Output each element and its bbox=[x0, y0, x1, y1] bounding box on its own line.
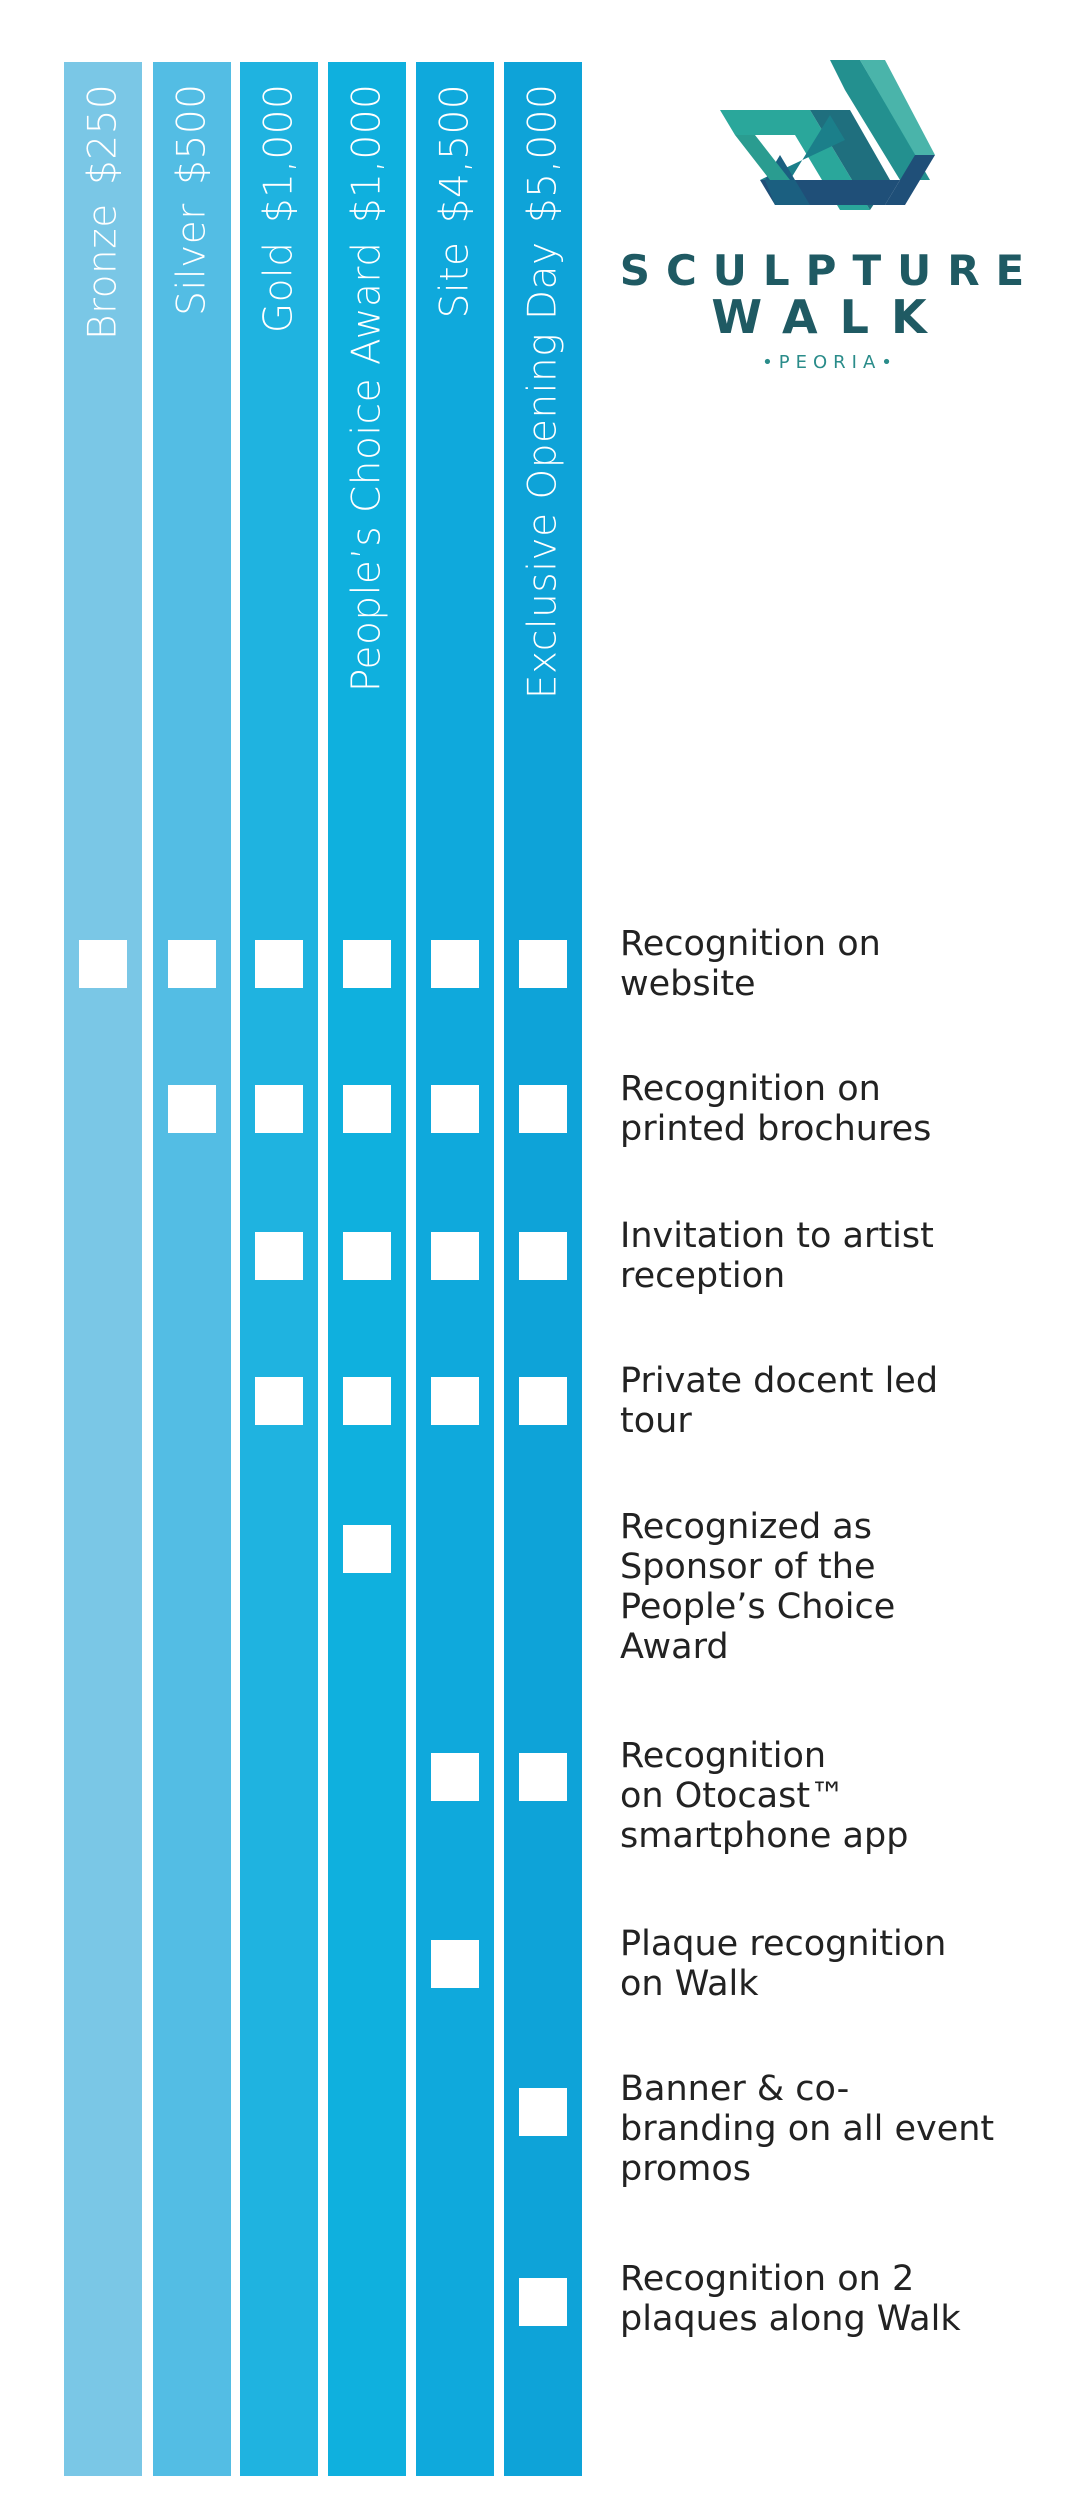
benefit-check-mark bbox=[255, 1232, 303, 1280]
benefit-check-mark bbox=[519, 940, 567, 988]
benefit-check-mark bbox=[431, 1232, 479, 1280]
tier-price: $500 bbox=[169, 84, 215, 186]
tier-label: Site $4,500 bbox=[416, 84, 494, 318]
tier-column: Silver $500 bbox=[153, 62, 231, 2476]
triangle-knot-icon bbox=[720, 60, 935, 210]
benefit-label: Banner & co- branding on all event promo… bbox=[620, 2069, 995, 2189]
benefit-label: Plaque recognition on Walk bbox=[620, 1924, 947, 2004]
tier-label: Silver $500 bbox=[153, 84, 231, 316]
tier-price: $4,500 bbox=[432, 84, 478, 224]
benefit-check-mark bbox=[343, 1085, 391, 1133]
logo-title-line2: WALK bbox=[711, 290, 949, 344]
benefit-check-mark bbox=[519, 1377, 567, 1425]
benefit-check-mark bbox=[343, 1232, 391, 1280]
tier-column: Bronze $250 bbox=[64, 62, 142, 2476]
benefit-check-mark bbox=[431, 1753, 479, 1801]
benefit-check-mark bbox=[431, 1085, 479, 1133]
benefit-label: Recognition on Otocast™ smartphone app bbox=[620, 1736, 909, 1856]
benefit-check-mark bbox=[168, 1085, 216, 1133]
logo-subtitle: •PEORIA• bbox=[762, 352, 898, 373]
tier-name: Silver bbox=[169, 203, 215, 316]
tier-price: $1,000 bbox=[256, 84, 302, 224]
sculpture-walk-logo: SCULPTURE WALK •PEORIA• bbox=[600, 50, 1060, 390]
benefit-check-mark bbox=[343, 940, 391, 988]
benefit-check-mark bbox=[519, 2088, 567, 2136]
tier-label: Gold $1,000 bbox=[240, 84, 318, 333]
benefit-label: Recognized as Sponsor of the People’s Ch… bbox=[620, 1507, 896, 1667]
benefit-label: Recognition on website bbox=[620, 924, 881, 1004]
benefit-check-mark bbox=[431, 940, 479, 988]
tier-price: $1,000 bbox=[344, 84, 390, 224]
benefit-label: Invitation to artist reception bbox=[620, 1216, 934, 1296]
benefit-check-mark bbox=[519, 2278, 567, 2326]
tier-name: People’s Choice Award bbox=[344, 241, 390, 693]
benefit-check-mark bbox=[519, 1232, 567, 1280]
benefit-check-mark bbox=[431, 1940, 479, 1988]
benefit-check-mark bbox=[255, 940, 303, 988]
tier-price: $5,000 bbox=[520, 84, 566, 224]
benefit-check-mark bbox=[79, 940, 127, 988]
tier-price: $250 bbox=[80, 84, 126, 186]
benefit-check-mark bbox=[519, 1085, 567, 1133]
tier-label: Exclusive Opening Day $5,000 bbox=[504, 84, 582, 699]
benefit-check-mark bbox=[343, 1525, 391, 1573]
benefit-label: Recognition on printed brochures bbox=[620, 1069, 932, 1149]
benefit-check-mark bbox=[255, 1377, 303, 1425]
benefit-check-mark bbox=[168, 940, 216, 988]
benefit-label: Private docent led tour bbox=[620, 1361, 939, 1441]
benefit-check-mark bbox=[343, 1377, 391, 1425]
tier-name: Exclusive Opening Day bbox=[520, 241, 566, 700]
benefit-label: Recognition on 2 plaques along Walk bbox=[620, 2259, 961, 2339]
tier-label: Bronze $250 bbox=[64, 84, 142, 340]
benefit-check-mark bbox=[431, 1377, 479, 1425]
tier-name: Site bbox=[432, 241, 478, 319]
benefit-check-mark bbox=[255, 1085, 303, 1133]
tier-label: People’s Choice Award $1,000 bbox=[328, 84, 406, 692]
benefit-check-mark bbox=[519, 1753, 567, 1801]
tier-name: Bronze bbox=[80, 203, 126, 341]
logo-title-line1: SCULPTURE bbox=[619, 246, 1041, 295]
tier-name: Gold bbox=[256, 241, 302, 334]
